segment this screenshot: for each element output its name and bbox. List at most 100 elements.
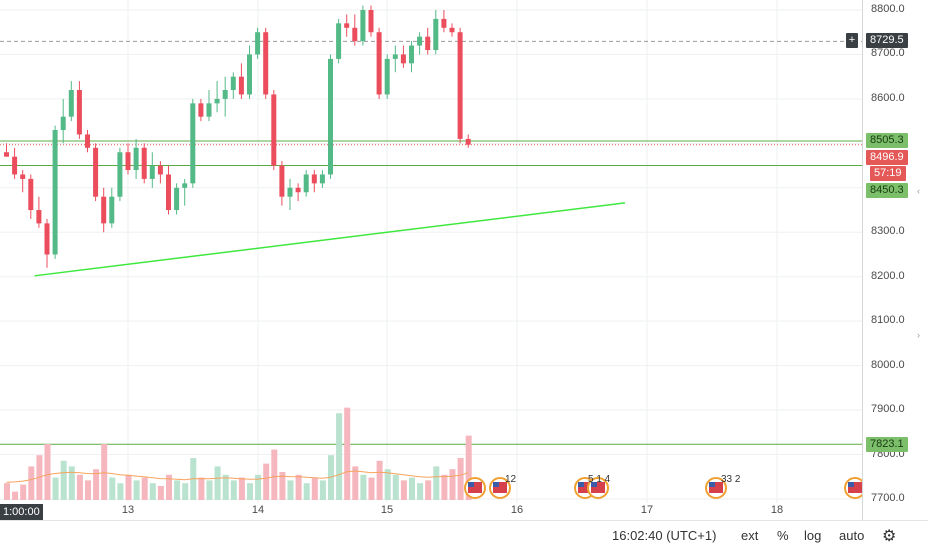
candle-body — [52, 130, 58, 255]
volume-bar — [117, 483, 124, 500]
price-tick-label: 8700.0 — [871, 47, 905, 60]
volume-bar — [255, 474, 262, 500]
candle-body — [409, 45, 414, 64]
volume-bar — [465, 435, 472, 500]
candle-body — [44, 223, 50, 255]
event-count-3[interactable]: 33 2 — [721, 474, 741, 485]
candle-body — [352, 27, 358, 42]
volume-bar — [214, 466, 221, 500]
candle-body — [157, 165, 163, 175]
price-tick-label: 8600.0 — [871, 91, 905, 104]
candle-body — [198, 103, 204, 117]
candle-body — [328, 58, 333, 175]
gear-icon[interactable]: ⚙ — [882, 528, 897, 545]
candle-body — [214, 98, 220, 104]
volume-bar — [417, 483, 424, 500]
candle-body — [36, 210, 42, 224]
volume-bar — [12, 491, 19, 500]
volume-bar — [52, 477, 59, 500]
percent-scale-button[interactable]: % — [777, 528, 789, 543]
candle-body — [190, 103, 196, 184]
candle-body — [101, 196, 107, 224]
bottom-toolbar — [0, 520, 928, 547]
price-tick-label: 8800.0 — [871, 3, 905, 15]
event-flag-icon — [591, 482, 605, 493]
event-count-2[interactable]: 5 1 4 — [588, 474, 611, 485]
candle-body — [28, 178, 34, 211]
volume-bar — [157, 486, 164, 500]
time-tick-label: 14 — [251, 504, 265, 516]
crosshair-price-tag: 8729.5 — [866, 33, 908, 48]
price-tick-label: 8000.0 — [871, 358, 905, 371]
volume-bar — [392, 474, 399, 500]
ext-hours-button[interactable]: ext — [741, 528, 759, 543]
candle-body — [149, 165, 155, 179]
candle-body — [417, 36, 423, 46]
scroll-left-icon[interactable]: ‹ — [917, 186, 920, 196]
scroll-right-icon[interactable]: › — [917, 330, 920, 340]
price-tick-label: 7900.0 — [871, 403, 905, 416]
candle-body — [247, 54, 252, 95]
price-tick-label: 8100.0 — [871, 314, 905, 327]
volume-bar — [344, 407, 351, 500]
volume-bar — [279, 472, 286, 500]
time-tick-label: 17 — [640, 504, 654, 516]
event-flag-icon — [591, 482, 597, 487]
candle-body — [174, 187, 180, 211]
volume-bar — [247, 483, 253, 500]
event-flag-icon — [468, 482, 482, 493]
level-upper-tag: 8505.3 — [866, 133, 908, 148]
chart-canvas[interactable] — [0, 0, 866, 520]
volume-bar — [352, 466, 359, 500]
candle-body — [449, 27, 455, 33]
candle-body — [85, 134, 90, 148]
volume-bar — [174, 480, 181, 500]
volume-bar — [319, 480, 326, 500]
volume-bar — [109, 477, 116, 500]
log-scale-button[interactable]: log — [804, 528, 822, 543]
volume-bar — [68, 466, 75, 500]
volume-bar — [303, 483, 310, 500]
candle-body — [392, 54, 398, 59]
candle-body — [400, 54, 406, 64]
volume-bar — [238, 477, 245, 500]
candle-body — [441, 18, 447, 28]
volume-bar — [101, 444, 108, 500]
volume-bar — [230, 480, 237, 500]
volume-bar — [166, 474, 172, 500]
volume-bar — [4, 483, 10, 500]
candle-body — [68, 90, 74, 117]
volume-bar — [360, 474, 367, 500]
event-flag-icon — [468, 482, 474, 487]
price-axis[interactable]: 8800.08700.08600.08500.08300.08200.08100… — [862, 0, 928, 520]
candle-body — [93, 147, 99, 197]
candle-body — [255, 32, 261, 55]
auto-scale-button[interactable]: auto — [839, 528, 865, 543]
crosshair-plus-button[interactable]: + — [846, 33, 858, 48]
volume-ma-line — [6, 470, 469, 483]
time-tick-label: 18 — [770, 504, 784, 516]
trendline — [34, 202, 626, 277]
clock-time[interactable]: 16:02:40 (UTC+1) — [612, 528, 717, 543]
volume-bar — [141, 477, 148, 500]
candle-body — [279, 165, 285, 197]
volume-bar — [449, 469, 456, 500]
candle-body — [287, 187, 293, 197]
price-chart[interactable] — [0, 0, 866, 520]
candle-body — [60, 116, 66, 131]
candle-body — [319, 174, 325, 184]
event-count-1[interactable]: 12 — [505, 474, 517, 485]
candle-body — [12, 156, 18, 175]
time-axis-cursor-label: 1:00:00 — [0, 504, 43, 520]
volume-bar — [287, 480, 294, 500]
countdown-tag: 57:19 — [870, 166, 906, 181]
candle-body — [336, 23, 342, 59]
volume-bar — [182, 483, 189, 500]
volume-bar — [125, 474, 132, 500]
time-tick-label: 16 — [510, 504, 524, 516]
candle-body — [303, 174, 309, 193]
candle-body — [238, 76, 244, 95]
volume-bar — [20, 484, 27, 500]
volume-bar — [44, 444, 51, 500]
event-flag-icon — [493, 482, 507, 493]
